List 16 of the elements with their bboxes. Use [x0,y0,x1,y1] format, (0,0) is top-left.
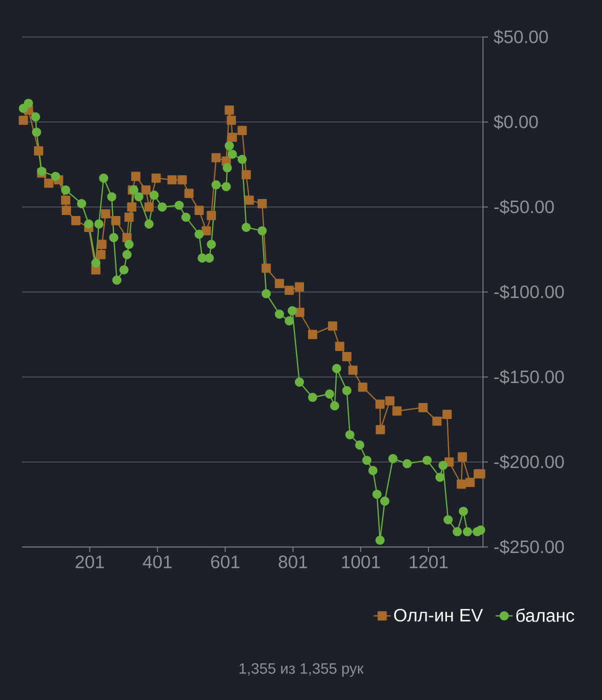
legend-label: Олл-ин EV [394,608,483,622]
y-tick-label: -$200.00 [494,454,564,470]
y-tick-label: -$250.00 [494,540,564,554]
text: 1,355 из 1,355 рук [240,663,364,677]
x-tick-label: 401 [142,556,172,568]
y-tick-label: $0.00 [494,114,538,130]
x-tick-label: 1001 [342,556,380,568]
legend-label: баланс [516,608,574,622]
y-tick-label: -$100.00 [494,284,564,300]
x-tick-label: 601 [211,556,240,568]
x-tick-label: 1201 [410,556,448,568]
y-tick-label: -$150.00 [494,370,564,384]
x-tick-label: 201 [76,556,104,568]
y-tick-label: -$50.00 [494,200,554,214]
y-tick-label: $50.00 [494,30,548,44]
x-tick-label: 801 [278,556,308,568]
